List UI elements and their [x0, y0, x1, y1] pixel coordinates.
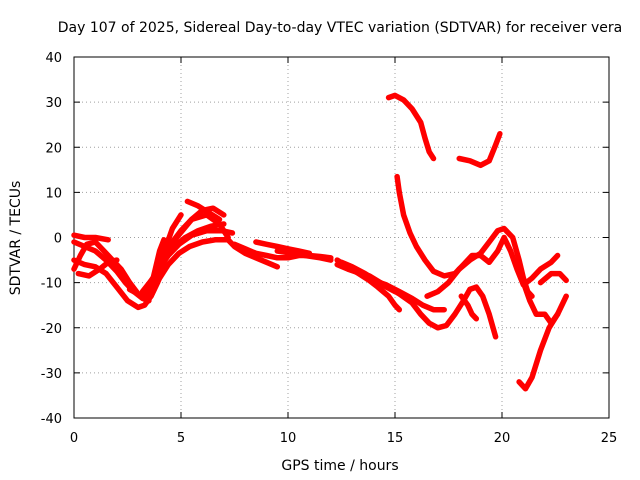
y-tick-labels: -40 -30 -20 -10 0 10 20 30 40	[41, 51, 62, 427]
data-series-20	[385, 92, 437, 162]
y-tick-label: 40	[45, 51, 62, 66]
axis-ticks	[73, 56, 610, 419]
data-series	[71, 92, 569, 392]
y-tick-label: -20	[41, 322, 62, 337]
grid	[74, 57, 609, 418]
x-tick-label: 25	[601, 431, 618, 446]
x-axis-label: GPS time / hours	[281, 458, 398, 474]
data-series-10	[154, 212, 184, 281]
x-tick-label: 5	[177, 431, 185, 446]
x-tick-labels: 0 5 10 15 20 25	[70, 431, 617, 446]
chart-title: Day 107 of 2025, Sidereal Day-to-day VTE…	[58, 20, 622, 36]
y-tick-label: -40	[41, 412, 62, 427]
data-series-19	[349, 266, 499, 340]
y-tick-label: -10	[41, 277, 62, 292]
y-axis-label: SDTVAR / TECUs	[8, 181, 24, 296]
data-series-15	[274, 248, 334, 263]
data-series-27	[537, 270, 569, 286]
x-tick-label: 0	[70, 431, 78, 446]
data-series-24	[458, 293, 480, 322]
x-tick-label: 10	[280, 431, 297, 446]
data-series-11	[184, 198, 223, 223]
y-tick-label: 20	[45, 141, 62, 156]
data-series-8	[148, 237, 231, 299]
data-series-23	[456, 130, 503, 169]
data-series-14	[253, 239, 313, 257]
data-series-2	[71, 232, 111, 243]
y-tick-label: 0	[54, 232, 62, 247]
x-tick-label: 20	[494, 431, 511, 446]
x-tick-label: 15	[387, 431, 404, 446]
data-series-21	[394, 173, 561, 288]
data-series-22	[424, 225, 535, 299]
y-tick-label: 30	[45, 96, 62, 111]
data-series-5	[75, 257, 120, 279]
data-series-26	[516, 293, 569, 392]
y-tick-label: 10	[45, 186, 62, 201]
y-tick-label: -30	[41, 367, 62, 382]
